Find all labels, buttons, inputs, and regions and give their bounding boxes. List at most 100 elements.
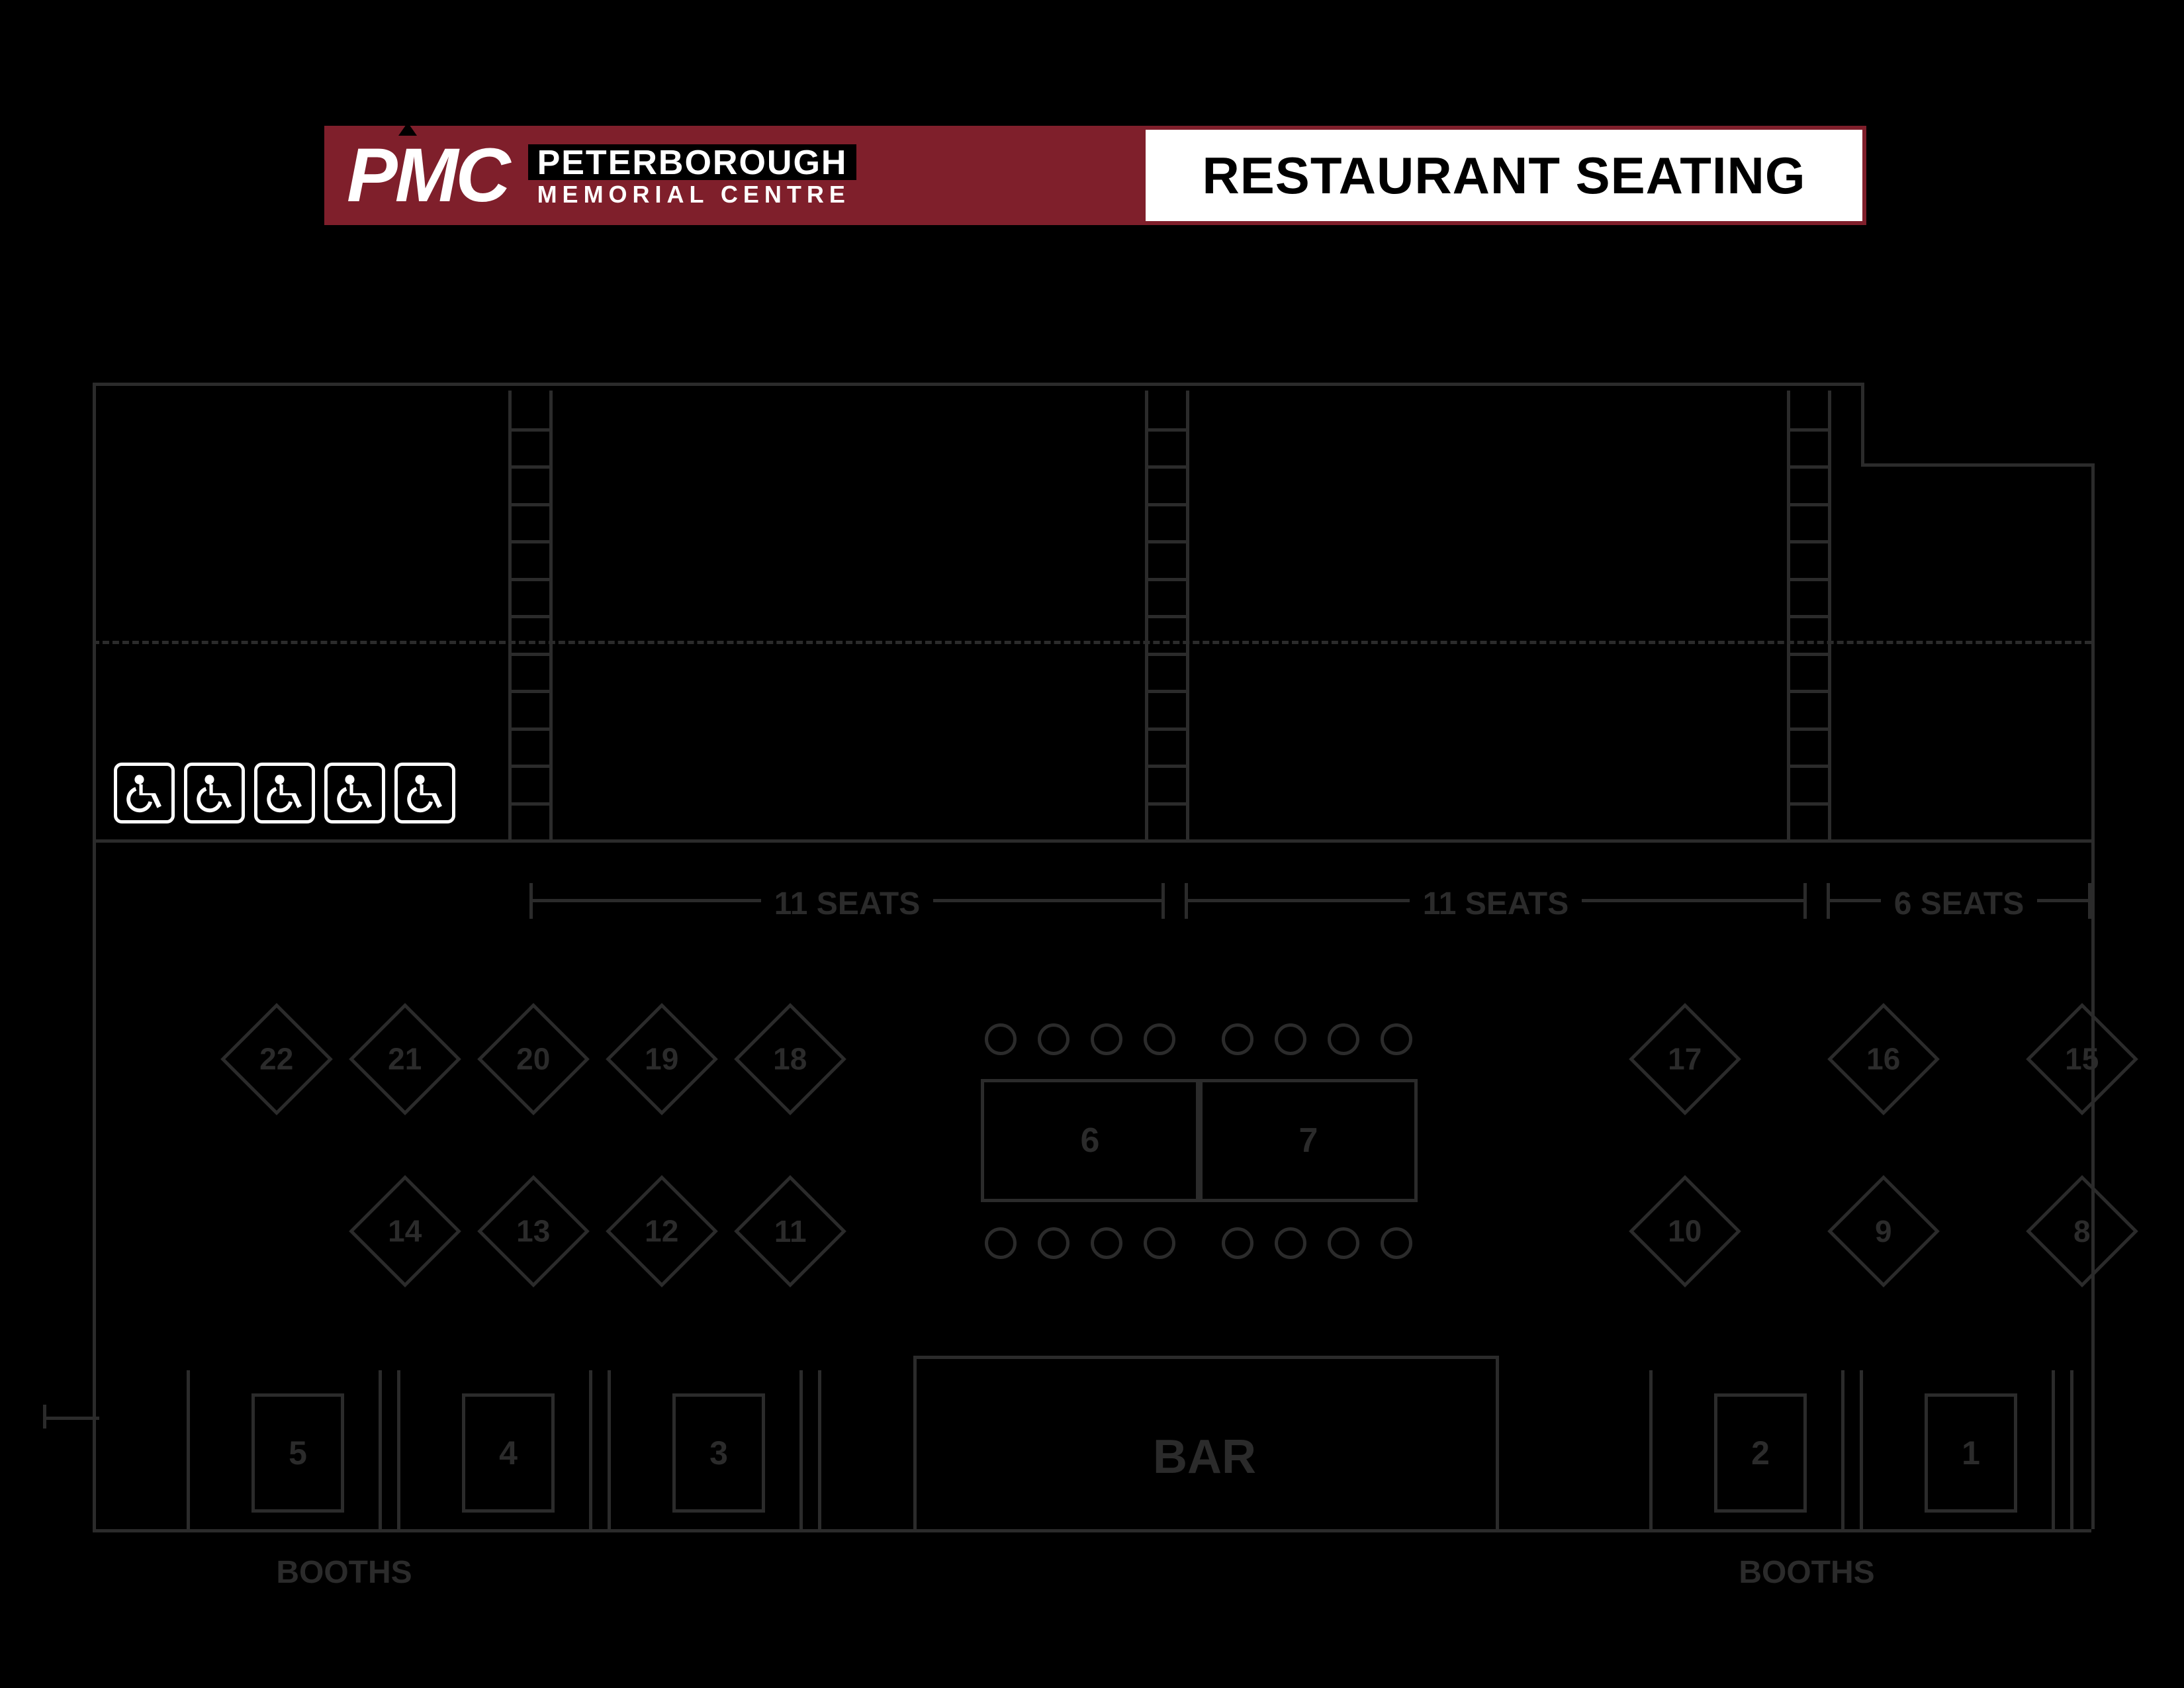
banner-left: PMC PETERBOROUGH MEMORIAL CENTRE (328, 130, 1146, 221)
seat-circle-icon (1328, 1227, 1359, 1259)
table-number: 10 (1668, 1213, 1702, 1249)
table-diamond[interactable]: 17 (1629, 1003, 1741, 1115)
table-number: 17 (1668, 1041, 1702, 1077)
wheelchair-icon (324, 763, 385, 823)
bar-top (913, 1356, 1496, 1359)
bar-right (1496, 1356, 1499, 1529)
booth[interactable]: 3 (672, 1393, 765, 1513)
table-diamond[interactable]: 10 (1629, 1175, 1741, 1288)
table-number: 18 (773, 1041, 807, 1077)
booth-divider (818, 1370, 821, 1529)
table-diamond[interactable]: 12 (606, 1175, 718, 1288)
table-number: 8 (2073, 1213, 2091, 1249)
booth-divider (2070, 1370, 2073, 1529)
pmc-name-stack: PETERBOROUGH MEMORIAL CENTRE (528, 144, 857, 207)
pmc-tick-icon (398, 122, 417, 136)
booth-divider (187, 1370, 190, 1529)
table-number: 22 (259, 1041, 293, 1077)
seat-circle-icon (1275, 1023, 1306, 1055)
table-diamond[interactable]: 21 (349, 1003, 461, 1115)
venue-name-line1: PETERBOROUGH (528, 144, 857, 180)
seat-count-label: 11 SEATS (1185, 886, 1807, 922)
seat-circle-icon (1091, 1023, 1122, 1055)
seat-circle-icon (1275, 1227, 1306, 1259)
seat-circle-icon (1091, 1227, 1122, 1259)
left-stub (43, 1417, 99, 1420)
pmc-text: PMC (347, 132, 508, 219)
table-number: 12 (645, 1213, 678, 1249)
wheelchair-icon (254, 763, 315, 823)
seat-circle-icon (1144, 1023, 1175, 1055)
booth-divider (1841, 1370, 1844, 1529)
booth-divider (1649, 1370, 1653, 1529)
stair-steps (1787, 391, 1828, 839)
wall-bottom (93, 1529, 2091, 1532)
table-diamond[interactable]: 15 (2026, 1003, 2138, 1115)
table-diamond[interactable]: 14 (349, 1175, 461, 1288)
booth-divider (379, 1370, 382, 1529)
accessible-seating-row (114, 763, 455, 823)
booth[interactable]: 5 (251, 1393, 344, 1513)
booth-divider (2052, 1370, 2055, 1529)
table-number: 15 (2065, 1041, 2099, 1077)
wheelchair-icon (394, 763, 455, 823)
venue-name-line2: MEMORIAL CENTRE (528, 183, 857, 207)
seat-count-label: 6 SEATS (1827, 886, 2091, 922)
stair-steps (508, 391, 549, 839)
table-rect[interactable]: 6 (981, 1079, 1199, 1202)
seat-circle-icon (1381, 1227, 1412, 1259)
seat-circle-icon (985, 1227, 1017, 1259)
table-diamond[interactable]: 16 (1827, 1003, 1940, 1115)
bar-label: BAR (913, 1430, 1496, 1484)
seat-circle-icon (1222, 1023, 1253, 1055)
table-number: 14 (388, 1213, 422, 1249)
table-number: 19 (645, 1041, 678, 1077)
table-rect[interactable]: 7 (1199, 1079, 1418, 1202)
table-diamond[interactable]: 11 (734, 1175, 846, 1288)
booth[interactable]: 2 (1714, 1393, 1807, 1513)
wall-top-notch (1861, 463, 2091, 467)
table-diamond[interactable]: 13 (477, 1175, 590, 1288)
booth-divider (608, 1370, 611, 1529)
table-number: 13 (516, 1213, 550, 1249)
stair-rail (1186, 391, 1189, 839)
stair-rail (1828, 391, 1831, 839)
table-diamond[interactable]: 9 (1827, 1175, 1940, 1288)
seat-count-bracket: 6 SEATS (1827, 899, 2091, 925)
wall-left (93, 383, 96, 1529)
booth[interactable]: 4 (462, 1393, 555, 1513)
table-number: 11 (774, 1213, 807, 1249)
table-diamond[interactable]: 18 (734, 1003, 846, 1115)
seat-count-bracket: 11 SEATS (529, 899, 1165, 925)
wall-top (93, 383, 1861, 386)
seat-circle-icon (1038, 1023, 1069, 1055)
wheelchair-icon (184, 763, 245, 823)
seat-circle-icon (985, 1023, 1017, 1055)
wall-right (2091, 463, 2095, 1529)
seat-circle-icon (1381, 1023, 1412, 1055)
booth-divider (799, 1370, 803, 1529)
table-diamond[interactable]: 22 (220, 1003, 333, 1115)
seat-count-bracket: 11 SEATS (1185, 899, 1807, 925)
wall-notch-down (1861, 383, 1864, 463)
table-number: 20 (516, 1041, 550, 1077)
table-diamond[interactable]: 19 (606, 1003, 718, 1115)
stair-steps (1145, 391, 1186, 839)
banner-title: RESTAURANT SEATING (1146, 130, 1862, 221)
booths-label: BOOTHS (212, 1554, 477, 1591)
booth-divider (589, 1370, 592, 1529)
booth[interactable]: 1 (1925, 1393, 2017, 1513)
rail-line (93, 839, 2091, 843)
table-diamond[interactable]: 8 (2026, 1175, 2138, 1288)
seat-circle-icon (1038, 1227, 1069, 1259)
stair-rail (549, 391, 553, 839)
seat-circle-icon (1222, 1227, 1253, 1259)
table-diamond[interactable]: 20 (477, 1003, 590, 1115)
booth-divider (397, 1370, 400, 1529)
seat-count-label: 11 SEATS (529, 886, 1165, 922)
seat-circle-icon (1144, 1227, 1175, 1259)
header-banner: PMC PETERBOROUGH MEMORIAL CENTRE RESTAUR… (324, 126, 1866, 225)
booth-divider (1860, 1370, 1863, 1529)
table-number: 16 (1866, 1041, 1900, 1077)
wheelchair-icon (114, 763, 175, 823)
